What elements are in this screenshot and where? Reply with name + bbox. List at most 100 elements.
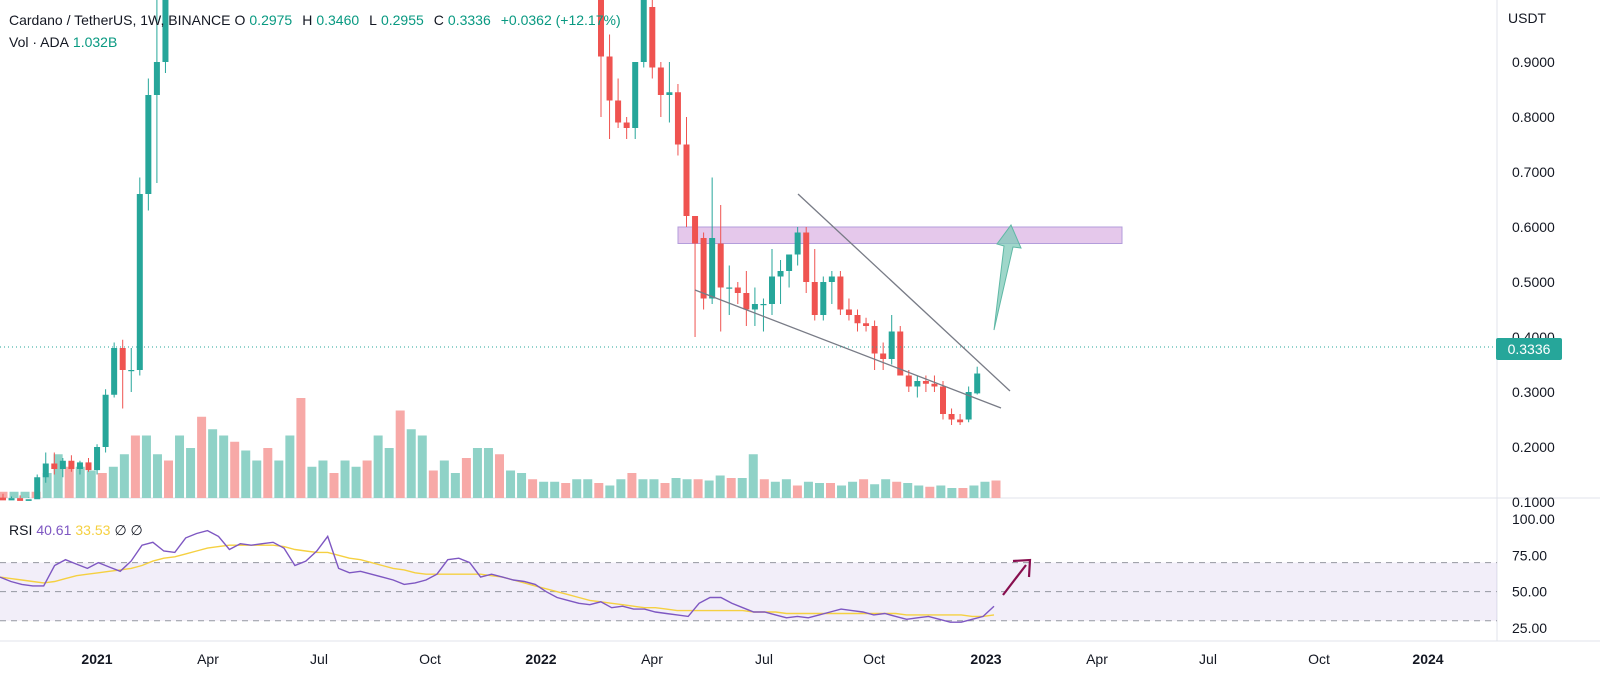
- volume-bar: [64, 466, 74, 498]
- volume-bar: [759, 479, 769, 498]
- volume-bar: [307, 466, 317, 498]
- time-tick-label: Jul: [310, 651, 328, 667]
- candle-body: [760, 304, 767, 306]
- volume-bar: [715, 475, 725, 498]
- trend-lines: [0, 193, 1497, 409]
- price-tick-label: 0.1000: [1512, 494, 1555, 510]
- price-tick-label: 0.5000: [1512, 274, 1555, 290]
- volume-bar: [263, 448, 273, 498]
- volume-bar: [947, 488, 957, 498]
- volume-bar: [814, 483, 824, 498]
- candle-body: [709, 238, 716, 299]
- volume-bar: [517, 473, 527, 498]
- price-tick-label: 0.8000: [1512, 109, 1555, 125]
- candle-body: [666, 92, 673, 95]
- candle-body: [794, 232, 801, 255]
- price-tick-label: 0.9000: [1512, 54, 1555, 70]
- price-tick-label: 0.2000: [1512, 439, 1555, 455]
- volume-bar: [241, 450, 251, 498]
- volume-bar: [42, 473, 52, 498]
- volume-bar: [252, 460, 262, 498]
- volume-legend: Vol · ADA 1.032B: [9, 34, 123, 50]
- volume-bar: [230, 441, 240, 498]
- volume-bar: [881, 479, 891, 498]
- volume-bar: [616, 479, 626, 498]
- candle-body: [683, 144, 690, 216]
- open-value: 0.2975: [249, 12, 293, 28]
- volume-bar: [848, 481, 858, 498]
- candle-body: [863, 323, 870, 326]
- breakout-arrow: [993, 224, 1022, 331]
- volume-bar: [561, 483, 571, 498]
- symbol-legend: Cardano / TetherUS, 1W, BINANCE O 0.2975 …: [9, 12, 621, 28]
- candle-body: [837, 276, 844, 310]
- volume-bar: [837, 485, 847, 498]
- volume-bar: [9, 491, 19, 498]
- volume-bars: [0, 398, 1001, 498]
- time-tick-label: Apr: [197, 651, 219, 667]
- candle-body: [974, 373, 981, 394]
- candle-body: [931, 383, 938, 387]
- volume-label[interactable]: Vol · ADA: [9, 34, 69, 50]
- volume-bar: [483, 448, 493, 498]
- candle-body: [615, 100, 622, 123]
- candle-body: [922, 381, 929, 384]
- symbol-name[interactable]: Cardano / TetherUS, 1W, BINANCE: [9, 12, 231, 28]
- volume-bar: [528, 479, 538, 498]
- volume-bar: [395, 410, 405, 498]
- volume-bar: [583, 479, 593, 498]
- volume-bar: [892, 481, 902, 498]
- time-tick-label: Apr: [1086, 651, 1108, 667]
- close-label: C: [433, 12, 444, 28]
- price-tick-label: 0.3000: [1512, 384, 1555, 400]
- volume-bar: [0, 491, 8, 498]
- candle-body: [76, 462, 83, 469]
- volume-bar: [914, 485, 924, 498]
- candle-body: [34, 477, 41, 500]
- volume-bar: [903, 483, 913, 498]
- channel-upper-line: [797, 193, 1011, 392]
- candle-body: [940, 386, 946, 414]
- rsi-label[interactable]: RSI: [9, 522, 33, 538]
- candle-body: [632, 62, 639, 128]
- candle-body: [153, 62, 160, 95]
- candlesticks: [0, 0, 981, 501]
- close-value: 0.3336: [447, 12, 491, 28]
- candle-body: [128, 370, 135, 372]
- open-label: O: [234, 12, 246, 28]
- candle-body: [0, 497, 6, 501]
- volume-bar: [826, 483, 835, 498]
- volume-bar: [164, 460, 173, 498]
- candle-body: [700, 238, 707, 299]
- change-value: +0.0362 (+12.17%): [500, 12, 621, 28]
- low-label: L: [369, 12, 377, 28]
- candle-body: [828, 276, 835, 282]
- volume-bar: [329, 473, 339, 498]
- volume-bar: [693, 479, 703, 498]
- high-value: 0.3460: [316, 12, 360, 28]
- volume-bar: [450, 473, 460, 498]
- candle-body: [111, 348, 118, 395]
- volume-bar: [737, 478, 747, 498]
- candle-body: [888, 331, 895, 359]
- volume-bar: [770, 481, 780, 498]
- volume-bar: [682, 479, 692, 498]
- candle-body: [649, 7, 656, 68]
- resistance-zone: [677, 226, 1123, 244]
- candle-body: [94, 447, 101, 471]
- time-tick-label: Oct: [1308, 651, 1330, 667]
- candle-body: [957, 419, 964, 423]
- volume-bar: [925, 486, 935, 498]
- time-tick-label: 2024: [1412, 651, 1443, 667]
- candle-body: [85, 462, 92, 471]
- volume-bar: [86, 470, 96, 498]
- volume-bar: [340, 460, 350, 498]
- candle-body: [17, 498, 24, 501]
- rsi-ma-line: [0, 544, 995, 618]
- price-tick-label: 0.6000: [1512, 219, 1555, 235]
- volume-bar: [461, 458, 471, 498]
- candle-body: [845, 309, 852, 315]
- price-unit: USDT: [1508, 10, 1547, 26]
- volume-bar: [638, 479, 648, 498]
